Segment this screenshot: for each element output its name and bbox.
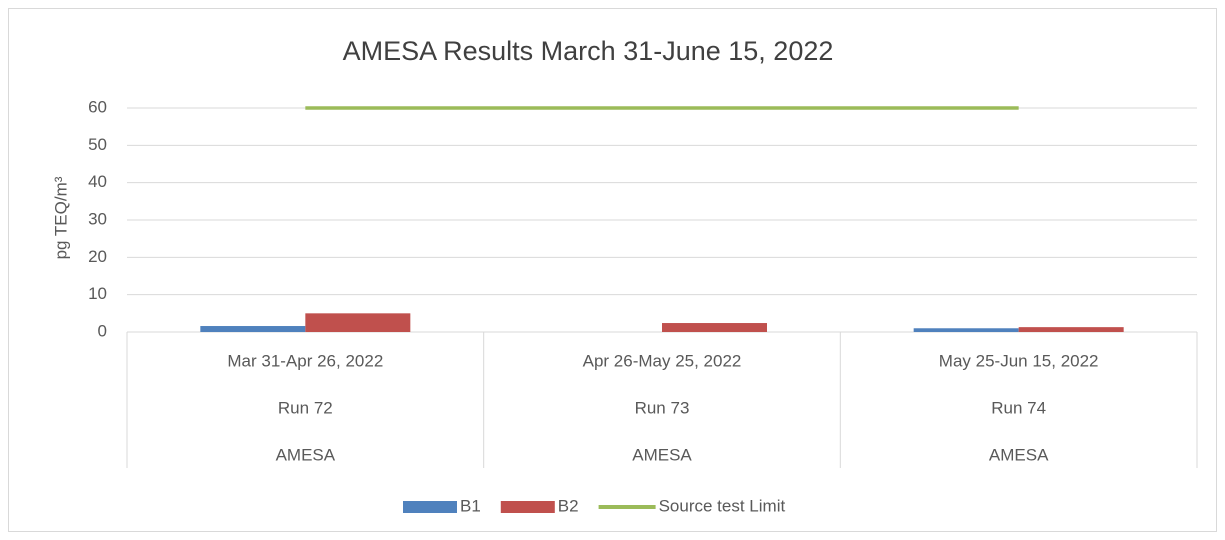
y-tick-label: 10 <box>88 284 107 303</box>
y-tick-label: 50 <box>88 135 107 154</box>
y-tick-label: 60 <box>88 97 107 116</box>
chart-frame <box>8 8 1217 532</box>
x-tick-label: Run 72 <box>278 398 333 417</box>
x-tick-label: Mar 31-Apr 26, 2022 <box>227 351 383 370</box>
x-tick-label: Run 73 <box>635 398 690 417</box>
y-axis-label: pg TEQ/m³ <box>51 176 70 259</box>
x-tick-label: AMESA <box>632 445 692 464</box>
bar <box>662 323 767 332</box>
x-tick-label: AMESA <box>276 445 336 464</box>
chart-title: AMESA Results March 31-June 15, 2022 <box>343 36 834 66</box>
bar <box>200 326 306 332</box>
legend-swatch <box>500 501 555 513</box>
bar <box>1018 327 1124 332</box>
x-tick-label: AMESA <box>989 445 1049 464</box>
x-tick-label: Run 74 <box>991 398 1046 417</box>
legend-label: B1 <box>460 496 481 515</box>
bar <box>305 313 411 332</box>
x-tick-label: May 25-Jun 15, 2022 <box>939 351 1099 370</box>
legend-swatch <box>403 501 457 513</box>
legend-label: B2 <box>558 496 579 515</box>
legend-label: Source test Limit <box>659 496 786 515</box>
bar <box>913 328 1019 332</box>
x-tick-label: Apr 26-May 25, 2022 <box>583 351 742 370</box>
y-tick-label: 40 <box>88 172 107 191</box>
y-tick-label: 20 <box>88 247 107 266</box>
y-tick-label: 0 <box>98 321 107 340</box>
y-tick-label: 30 <box>88 209 107 228</box>
